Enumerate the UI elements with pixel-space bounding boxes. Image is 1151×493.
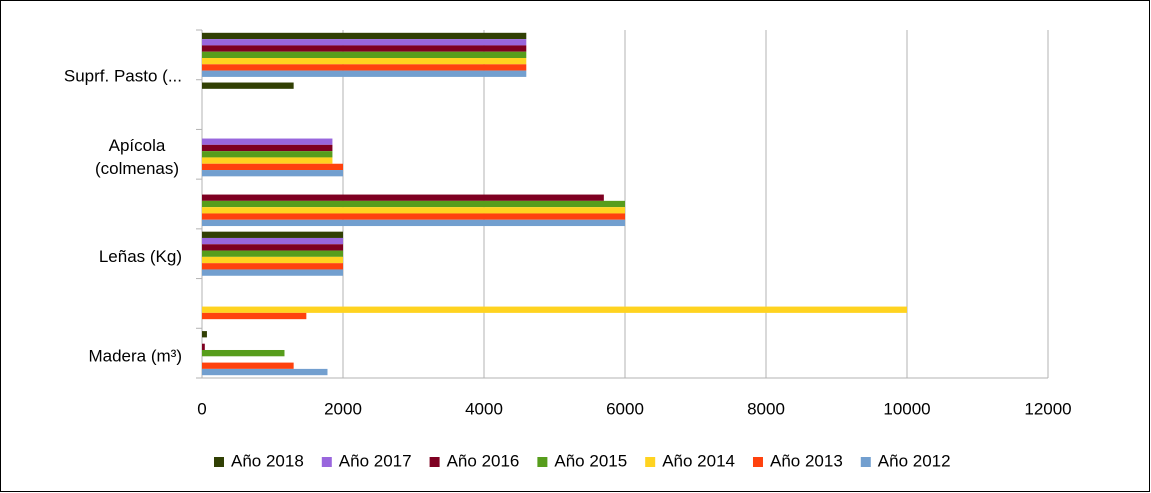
bar — [202, 200, 625, 208]
bar — [202, 306, 907, 313]
bar — [202, 58, 527, 65]
bar — [202, 70, 527, 77]
legend-swatch — [645, 457, 656, 467]
x-tick-label: 12000 — [1024, 399, 1071, 418]
x-tick-label: 6000 — [606, 399, 644, 418]
bar — [202, 144, 333, 152]
legend-swatch — [321, 457, 332, 467]
legend-label: Año 2017 — [339, 451, 412, 470]
bar — [202, 269, 343, 276]
bar — [202, 349, 285, 357]
legend-label: Año 2012 — [878, 451, 951, 470]
legend-swatch — [860, 457, 871, 467]
legend-label: Año 2016 — [447, 451, 520, 470]
x-tick-label: 10000 — [883, 399, 930, 418]
bar — [202, 219, 625, 227]
bar — [202, 343, 205, 350]
bar — [202, 231, 343, 238]
x-tick-label: 2000 — [324, 399, 362, 418]
bar — [202, 331, 207, 338]
bar — [202, 64, 527, 71]
y-tick-label: Suprf. Pasto (... — [64, 66, 182, 85]
bar — [202, 32, 527, 40]
legend-label: Año 2014 — [662, 451, 735, 470]
bar — [202, 250, 343, 257]
bar — [202, 51, 527, 59]
bar — [202, 244, 343, 251]
bar — [202, 138, 333, 145]
bar — [202, 151, 333, 158]
bar — [202, 207, 625, 214]
legend-swatch — [537, 457, 548, 467]
legend-label: Año 2018 — [231, 451, 304, 470]
legend-swatch — [429, 457, 440, 467]
bar — [202, 45, 527, 52]
y-tick-label: Apícola (colmenas) — [95, 136, 179, 178]
legend-label: Año 2013 — [770, 451, 843, 470]
bar — [202, 39, 527, 46]
bar — [202, 237, 343, 245]
legend-swatch — [214, 457, 224, 467]
bar — [202, 170, 343, 177]
x-tick-label: 0 — [197, 399, 206, 418]
bar — [202, 157, 333, 164]
x-tick-label: 8000 — [747, 399, 785, 418]
x-tick-label: 4000 — [465, 399, 503, 418]
bar — [202, 368, 328, 376]
bar — [202, 82, 294, 89]
bar — [202, 213, 625, 220]
bar — [202, 362, 294, 369]
bar — [202, 163, 343, 171]
y-tick-label: Madera (m³) — [88, 347, 182, 366]
y-tick-label: Leñas (Kg) — [99, 247, 182, 266]
legend-label: Año 2015 — [554, 451, 627, 470]
bar — [202, 312, 307, 320]
legend-swatch — [752, 457, 763, 467]
bar — [202, 256, 343, 264]
bar — [202, 263, 343, 270]
bar — [202, 194, 604, 201]
